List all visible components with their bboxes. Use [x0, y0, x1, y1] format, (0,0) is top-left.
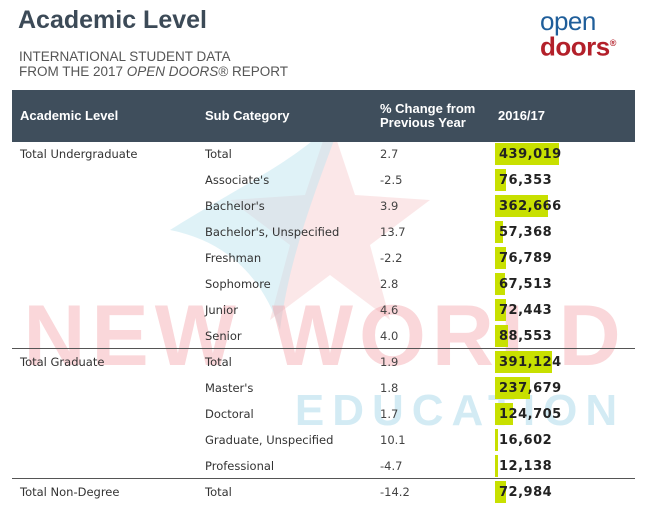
value-bar — [495, 429, 498, 451]
sub-category-cell: Doctoral — [205, 407, 254, 421]
pct-change-cell: 3.9 — [380, 199, 399, 213]
value-bar — [495, 273, 505, 295]
academic-level-cell: Total Undergraduate — [20, 147, 138, 161]
table-row: Freshman -2.2 76,789 — [12, 246, 635, 272]
sub-category-cell: Professional — [205, 459, 275, 473]
sub-category-cell: Senior — [205, 329, 242, 343]
col-year: 2016/17 — [498, 108, 545, 123]
enrollment-value-cell: 88,553 — [499, 329, 553, 344]
sub-category-cell: Total — [205, 355, 232, 369]
value-bar — [495, 325, 508, 347]
subtitle-line1: INTERNATIONAL STUDENT DATA — [19, 49, 231, 64]
table-row: Junior 4.6 72,443 — [12, 298, 635, 324]
value-bar — [495, 377, 530, 399]
value-bar — [495, 455, 498, 477]
value-bar — [495, 195, 548, 217]
pct-change-cell: -2.2 — [380, 251, 403, 265]
table-row: Sophomore 2.8 67,513 — [12, 272, 635, 298]
academic-level-cell: Total Non-Degree — [20, 485, 120, 499]
enrollment-value-cell: 237,679 — [499, 381, 562, 396]
value-bar — [495, 247, 506, 269]
enrollment-value-cell: 57,368 — [499, 225, 553, 240]
pct-change-cell: 1.7 — [380, 407, 399, 421]
value-bar — [495, 299, 506, 321]
sub-category-cell: Total — [205, 485, 232, 499]
value-bar — [495, 481, 506, 503]
col-academic-level: Academic Level — [20, 108, 119, 123]
section-divider — [12, 478, 635, 479]
sub-category-cell: Bachelor's — [205, 199, 265, 213]
pct-change-cell: -4.7 — [380, 459, 403, 473]
enrollment-value-cell: 439,019 — [499, 147, 562, 162]
pct-change-cell: -14.2 — [380, 485, 410, 499]
table-row: Bachelor's, Unspecified 13.7 57,368 — [12, 220, 635, 246]
pct-change-cell: 1.8 — [380, 381, 399, 395]
table-row: Professional -4.7 12,138 — [12, 454, 635, 480]
enrollment-value-cell: 76,353 — [499, 173, 553, 188]
table-row: Total Non-Degree Total -14.2 72,984 — [12, 480, 635, 506]
pct-change-cell: 4.0 — [380, 329, 399, 343]
logo-doors: doors® — [540, 31, 616, 62]
pct-change-cell: 13.7 — [380, 225, 406, 239]
col-pct-change: % Change from Previous Year — [380, 101, 476, 130]
page-title: Academic Level — [18, 6, 207, 34]
table-row: Total Undergraduate Total 2.7 439,019 — [12, 142, 635, 168]
value-bar — [495, 221, 503, 243]
subtitle-line2: FROM THE 2017 OPEN DOORS® REPORT — [19, 64, 289, 79]
pct-change-cell: 4.6 — [380, 303, 399, 317]
academic-level-cell: Total Graduate — [20, 355, 105, 369]
report-subtitle: INTERNATIONAL STUDENT DATA FROM THE 2017… — [19, 49, 288, 79]
pct-change-cell: -2.5 — [380, 173, 403, 187]
enrollment-value-cell: 391,124 — [499, 355, 562, 370]
table-row: Master's 1.8 237,679 — [12, 376, 635, 402]
sub-category-cell: Bachelor's, Unspecified — [205, 225, 340, 239]
logo-open: open — [540, 6, 596, 36]
value-bar — [495, 169, 506, 191]
pct-change-cell: 1.9 — [380, 355, 399, 369]
table-row: Total Graduate Total 1.9 391,124 — [12, 350, 635, 376]
open-doors-logo: open doors® — [540, 6, 630, 62]
col-sub-category: Sub Category — [205, 108, 290, 123]
pct-change-cell: 2.7 — [380, 147, 399, 161]
pct-change-cell: 2.8 — [380, 277, 399, 291]
enrollment-value-cell: 12,138 — [499, 459, 553, 474]
value-bar — [495, 351, 552, 373]
enrollment-value-cell: 67,513 — [499, 277, 553, 292]
enrollment-value-cell: 72,984 — [499, 485, 553, 500]
sub-category-cell: Master's — [205, 381, 254, 395]
sub-category-cell: Total — [205, 147, 232, 161]
table-row: Graduate, Unspecified 10.1 16,602 — [12, 428, 635, 454]
sub-category-cell: Associate's — [205, 173, 270, 187]
value-bar — [495, 143, 559, 165]
enrollment-value-cell: 362,666 — [499, 199, 562, 214]
pct-change-cell: 10.1 — [380, 433, 406, 447]
sub-category-cell: Sophomore — [205, 277, 271, 291]
table-row: Senior 4.0 88,553 — [12, 324, 635, 350]
value-bar — [495, 403, 513, 425]
sub-category-cell: Junior — [205, 303, 238, 317]
sub-category-cell: Freshman — [205, 251, 262, 265]
enrollment-value-cell: 16,602 — [499, 433, 553, 448]
table-row: Doctoral 1.7 124,705 — [12, 402, 635, 428]
enrollment-value-cell: 124,705 — [499, 407, 562, 422]
table-row: Bachelor's 3.9 362,666 — [12, 194, 635, 220]
enrollment-value-cell: 76,789 — [499, 251, 553, 266]
section-divider — [12, 348, 635, 349]
enrollment-value-cell: 72,443 — [499, 303, 553, 318]
sub-category-cell: Graduate, Unspecified — [205, 433, 334, 447]
table-header: Academic Level Sub Category % Change fro… — [12, 90, 635, 142]
table-row: Associate's -2.5 76,353 — [12, 168, 635, 194]
